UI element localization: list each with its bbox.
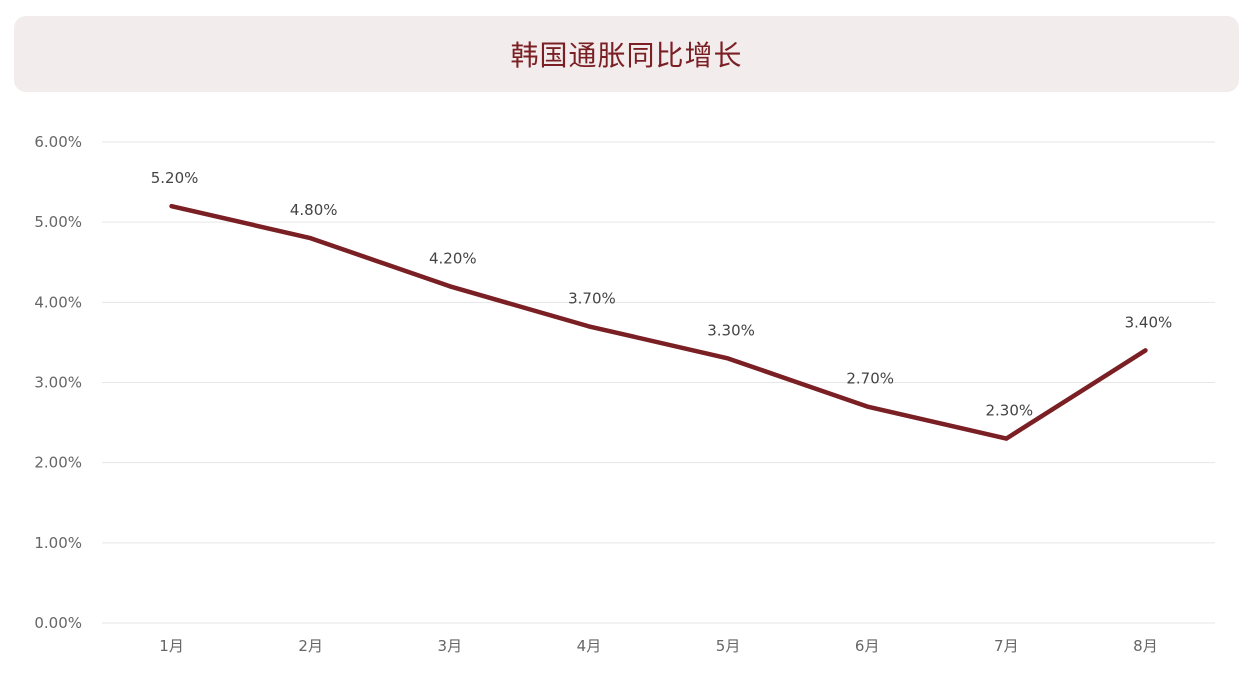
x-tick-label: 6月 [855,637,880,655]
y-tick-label: 4.00% [34,293,82,311]
data-label: 2.70% [846,370,894,388]
data-point [1143,348,1148,353]
chart-title-bar: 韩国通胀同比增长 [14,16,1239,92]
data-point [865,404,870,409]
y-tick-label: 3.00% [34,374,82,392]
data-point [1004,436,1009,441]
data-label: 4.80% [290,201,338,219]
grid-lines [102,141,1215,624]
x-tick-label: 8月 [1133,637,1158,655]
y-tick-label: 5.00% [34,213,82,231]
x-tick-label: 2月 [298,637,323,655]
x-tick-label: 4月 [577,637,602,655]
x-tick-label: 1月 [159,637,184,655]
x-axis-ticks: 1月 2月 3月 4月 5月 6月 7月 8月 [159,637,1157,655]
data-point [308,236,313,241]
series-line [169,203,1148,441]
data-label: 4.20% [429,249,477,267]
y-axis-ticks: 0.00% 1.00% 2.00% 3.00% 4.00% 5.00% 6.00% [34,133,82,632]
y-tick-label: 6.00% [34,133,82,151]
data-point [726,356,731,361]
data-label: 5.20% [151,169,199,187]
data-labels: 5.20% 4.80% 4.20% 3.70% 3.30% 2.70% 2.30% 3.40% [151,169,1173,419]
data-point [169,204,174,209]
data-label: 2.30% [985,402,1033,420]
y-tick-label: 1.00% [34,534,82,552]
y-tick-label: 0.00% [34,614,82,632]
chart-title: 韩国通胀同比增长 [510,39,743,72]
series-line-group [169,203,1148,441]
data-label: 3.40% [1125,313,1173,331]
x-tick-label: 5月 [716,637,741,655]
y-tick-label: 2.00% [34,454,82,472]
data-label: 3.30% [707,321,755,339]
data-label: 3.70% [568,289,616,307]
data-point [586,324,591,329]
data-point [447,284,452,289]
x-tick-label: 3月 [438,637,463,655]
x-tick-label: 7月 [994,637,1019,655]
